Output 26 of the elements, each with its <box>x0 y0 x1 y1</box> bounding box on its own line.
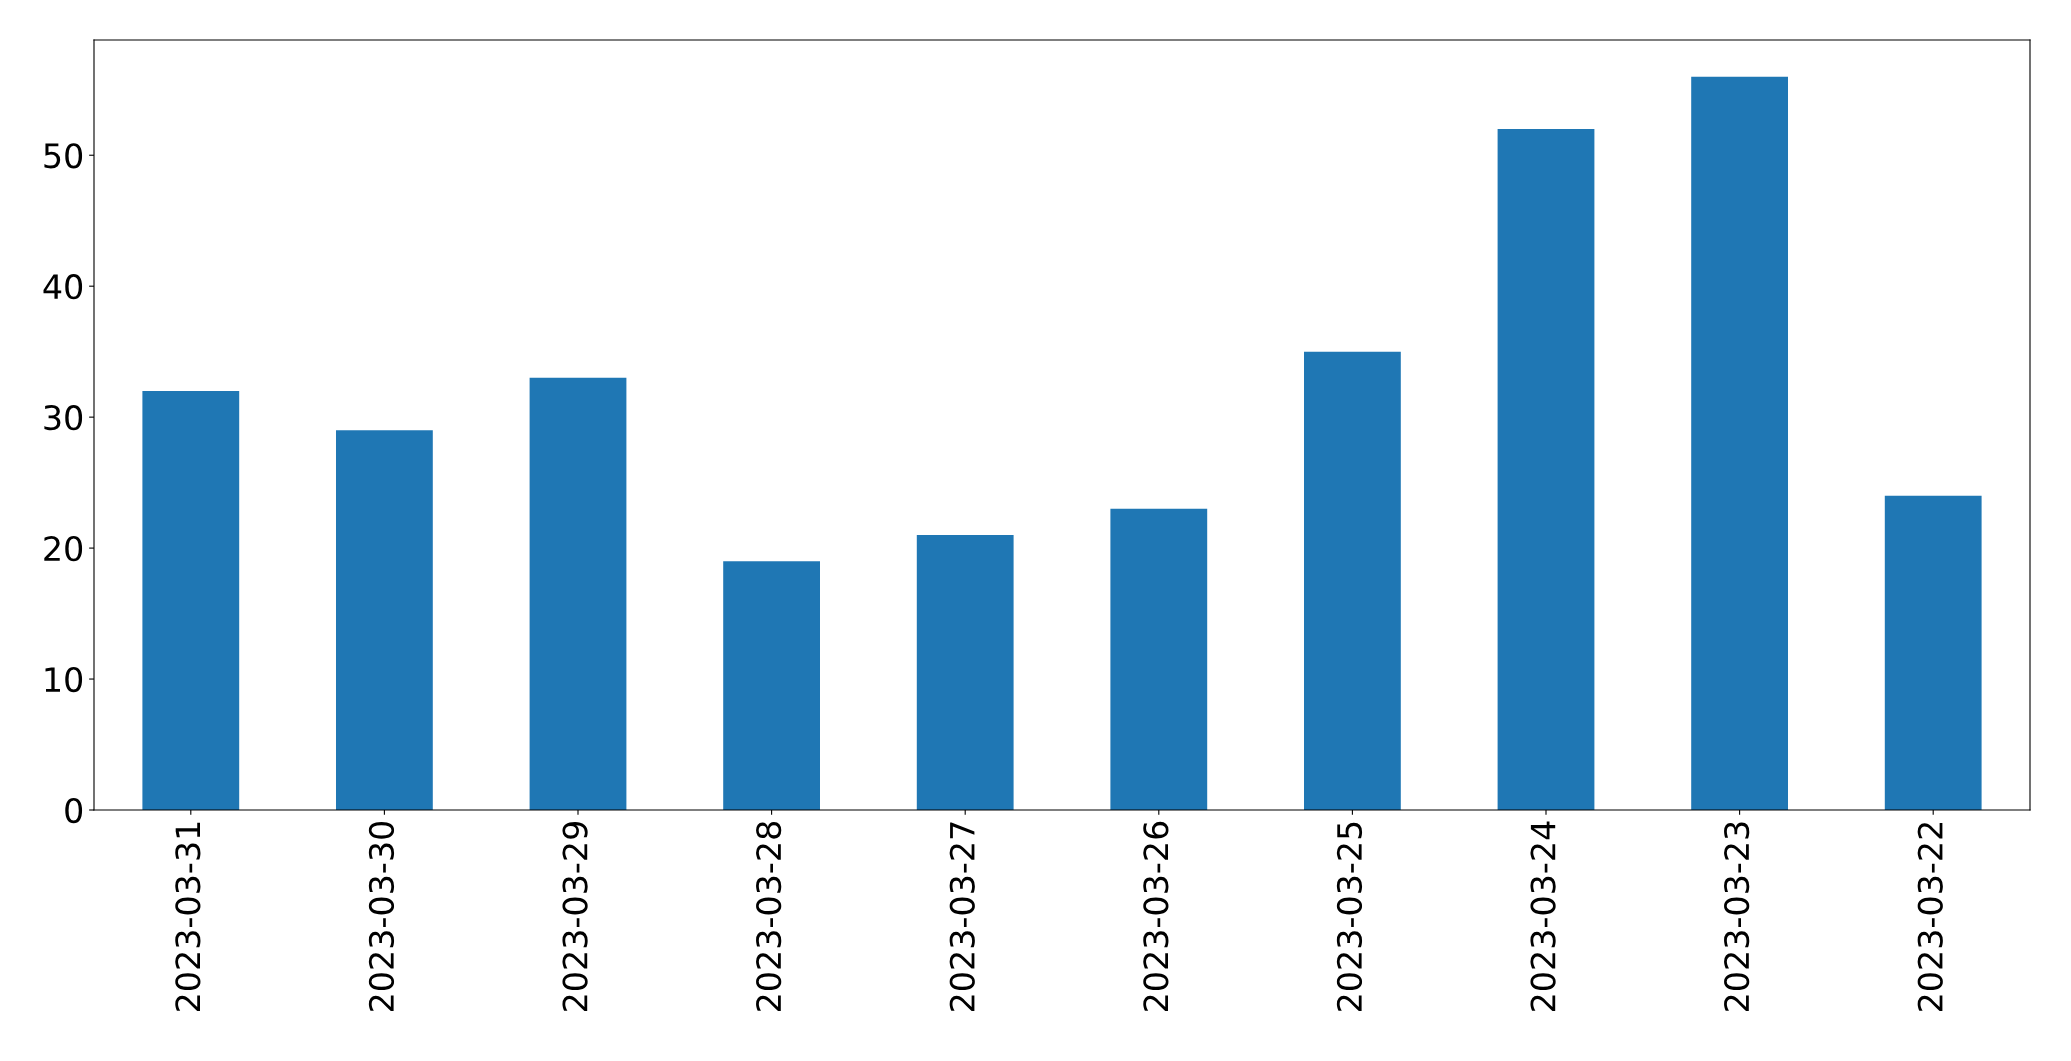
y-tick-label: 20 <box>44 536 83 562</box>
x-tick-label: 2023-03-24 <box>1530 821 1556 1011</box>
x-tick-label: 2023-03-29 <box>562 822 588 1011</box>
bar <box>1304 351 1401 810</box>
x-tick-label: 2023-03-31 <box>175 822 201 1011</box>
bar <box>1497 129 1595 810</box>
bar <box>1110 508 1208 810</box>
bar <box>336 430 433 810</box>
bar <box>723 561 820 810</box>
bar <box>529 377 627 810</box>
y-tick-label: 40 <box>43 274 83 300</box>
x-tick-label: 2023-03-26 <box>1143 821 1169 1011</box>
y-tick-label: 50 <box>44 143 83 169</box>
x-tick-label: 2023-03-23 <box>1724 822 1750 1011</box>
bar <box>142 390 240 810</box>
y-tick-label: 10 <box>45 666 83 693</box>
bar <box>916 535 1014 810</box>
y-tick-label: 30 <box>44 405 83 431</box>
x-tick-label: 2023-03-30 <box>368 821 395 1011</box>
x-tick-label: 2023-03-28 <box>756 822 782 1011</box>
x-tick-label: 2023-03-25 <box>1336 822 1363 1011</box>
y-tick-label: 0 <box>65 797 83 824</box>
x-tick-label: 2023-03-27 <box>949 822 975 1011</box>
bar <box>1691 76 1788 810</box>
bar <box>1884 495 1982 810</box>
x-tick-label: 2023-03-22 <box>1917 823 1943 1011</box>
